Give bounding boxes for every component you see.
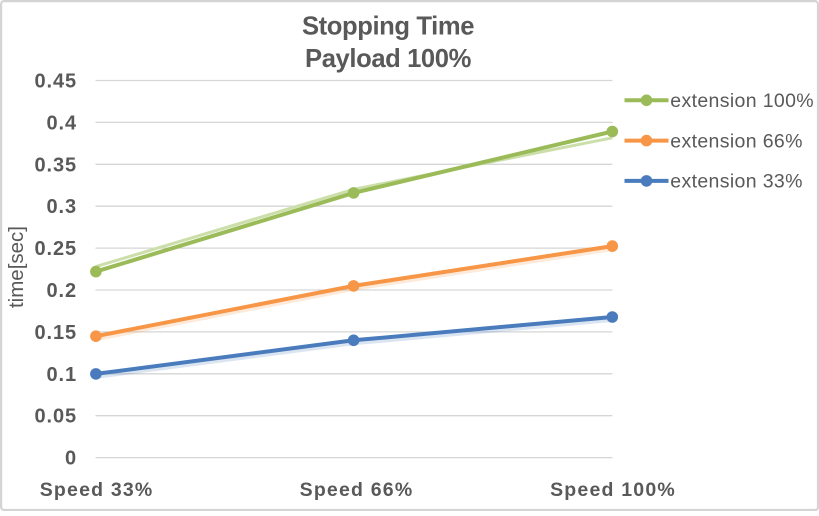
svg-text:Speed 66%: Speed 66% [300,479,414,501]
svg-text:Payload 100%: Payload 100% [305,45,472,73]
svg-text:extension 66%: extension 66% [670,130,802,152]
svg-text:0.2: 0.2 [46,280,77,302]
svg-text:0.4: 0.4 [46,112,77,134]
svg-text:extension 100%: extension 100% [670,90,814,112]
svg-text:Speed 33%: Speed 33% [40,479,154,501]
svg-text:0.35: 0.35 [34,154,77,176]
svg-text:0.45: 0.45 [34,71,77,93]
svg-text:0.3: 0.3 [46,196,77,218]
svg-text:0.1: 0.1 [46,364,77,386]
svg-text:0.05: 0.05 [34,406,77,428]
svg-text:extension 33%: extension 33% [670,171,802,193]
svg-text:0: 0 [65,448,77,470]
svg-text:0.15: 0.15 [34,322,77,344]
svg-text:time[sec]: time[sec] [5,226,28,308]
svg-text:Stopping Time: Stopping Time [302,13,474,41]
svg-text:Speed 100%: Speed 100% [550,479,676,501]
svg-text:0.25: 0.25 [34,238,77,260]
